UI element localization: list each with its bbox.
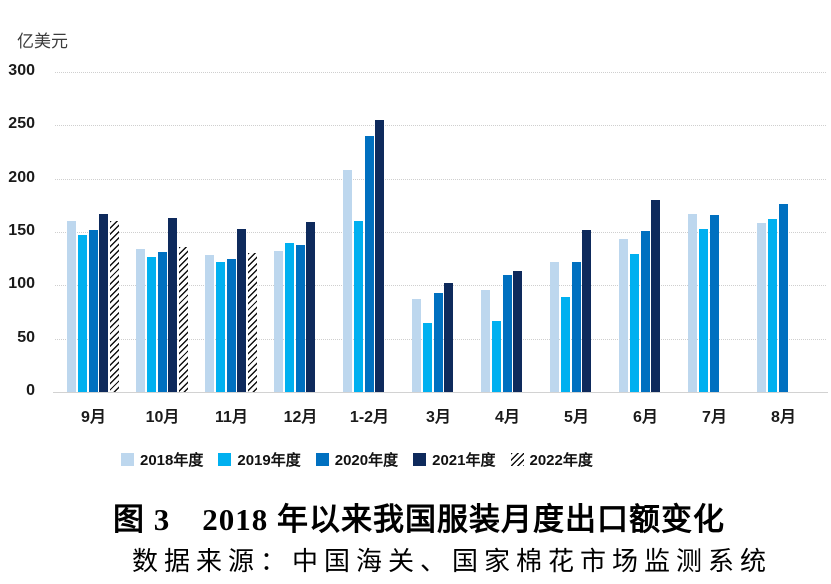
legend-label-2022年度: 2022年度 — [529, 452, 593, 469]
bar-3月-2019年度 — [423, 323, 432, 392]
bar-1-2月-2019年度 — [354, 221, 363, 392]
bar-9月-2019年度 — [78, 235, 87, 392]
bar-10月-2019年度 — [147, 257, 156, 392]
legend-swatch-2020年度 — [315, 453, 329, 466]
gridline-150 — [55, 232, 826, 233]
bar-11月-2018年度 — [205, 255, 214, 392]
legend-label-2018年度: 2018年度 — [140, 452, 204, 469]
legend-label-2019年度: 2019年度 — [237, 452, 301, 469]
bar-9月-2021年度 — [99, 214, 108, 392]
bar-8月-2019年度 — [768, 219, 777, 392]
legend-item-2020年度: 2020年度 — [315, 449, 399, 470]
bar-3月-2021年度 — [444, 283, 453, 392]
bar-9月-2018年度 — [67, 221, 76, 392]
legend-swatch-2022年度 — [510, 453, 524, 466]
x-tick-label-10月: 10月 — [145, 409, 180, 426]
y-tick-label-100: 100 — [8, 275, 35, 293]
legend-swatch-2019年度 — [218, 453, 232, 466]
bar-10月-2022年度 — [179, 247, 188, 392]
legend-item-2019年度: 2019年度 — [218, 449, 301, 470]
x-tick-label-12月: 12月 — [283, 409, 318, 426]
bar-7月-2018年度 — [688, 214, 697, 392]
x-tick-label-4月: 4月 — [495, 409, 520, 426]
bar-11月-2020年度 — [227, 259, 236, 392]
legend-item-2021年度: 2021年度 — [413, 449, 496, 470]
x-axis-labels: 9月 10月 11月 12月 1-2月 3月 4月 5月 6月 7月 8月 — [55, 403, 826, 426]
y-axis-unit-label: 亿美元 — [17, 32, 68, 51]
bar-12月-2021年度 — [306, 222, 315, 392]
plot-area: 0 50 100 150 200 250 300 — [8, 62, 828, 399]
gridline-100 — [55, 285, 826, 287]
x-tick-label-8月: 8月 — [771, 409, 796, 426]
y-tick-label-150: 150 — [8, 222, 35, 239]
y-tick-label-300: 300 — [8, 62, 35, 79]
bar-8月-2018年度 — [757, 223, 766, 392]
bar-7月-2020年度 — [710, 215, 719, 392]
bar-6月-2020年度 — [641, 231, 650, 392]
bar-4月-2018年度 — [481, 290, 490, 392]
bar-5月-2019年度 — [561, 297, 570, 392]
bar-5月-2018年度 — [550, 262, 559, 392]
x-tick-label-11月: 11月 — [215, 409, 248, 426]
y-tick-label-250: 250 — [8, 115, 35, 133]
bar-3月-2020年度 — [434, 293, 443, 392]
y-tick-label-200: 200 — [8, 168, 35, 186]
legend-swatch-2018年度 — [121, 453, 134, 466]
figure-title: 图 3 2018 年以来我国服装月度出口额变化 — [113, 502, 725, 537]
bar-3月-2018年度 — [412, 299, 421, 392]
bar-6月-2021年度 — [651, 200, 660, 392]
bar-4月-2021年度 — [513, 271, 522, 392]
bar-9月-2020年度 — [89, 230, 98, 392]
legend-label-2021年度: 2021年度 — [432, 452, 496, 469]
bar-1-2月-2020年度 — [365, 136, 374, 392]
bar-9月-2022年度 — [110, 221, 119, 392]
x-tick-label-5月: 5月 — [564, 409, 589, 426]
bar-11月-2022年度 — [248, 253, 257, 392]
bar-8月-2020年度 — [779, 204, 788, 392]
bar-6月-2019年度 — [630, 254, 639, 392]
bar-11月-2019年度 — [216, 262, 225, 392]
y-tick-label-0: 0 — [26, 382, 35, 399]
legend-swatch-2021年度 — [413, 453, 427, 466]
legend-item-2022年度: 2022年度 — [510, 449, 593, 470]
bar-10月-2021年度 — [168, 218, 177, 392]
y-tick-label-50: 50 — [17, 328, 35, 346]
bar-1-2月-2021年度 — [375, 120, 384, 392]
bar-6月-2018年度 — [619, 239, 628, 392]
bar-7月-2019年度 — [699, 229, 708, 392]
bar-1-2月-2018年度 — [343, 170, 352, 392]
bar-4月-2020年度 — [503, 275, 512, 392]
bar-10月-2020年度 — [158, 252, 167, 392]
x-axis-baseline — [53, 392, 828, 393]
bar-12月-2019年度 — [285, 243, 294, 392]
x-tick-label-3月: 3月 — [426, 409, 451, 426]
chart-legend: 2018年度 2019年度 2020年度 2021年度 2022年度 — [121, 449, 593, 470]
bar-12月-2018年度 — [274, 251, 283, 392]
bar-12月-2020年度 — [296, 245, 305, 392]
bar-5月-2021年度 — [582, 230, 591, 392]
x-tick-label-6月: 6月 — [633, 409, 658, 426]
x-tick-label-9月: 9月 — [81, 409, 106, 426]
bar-5月-2020年度 — [572, 262, 581, 392]
gridline-250 — [55, 125, 826, 127]
gridline-200 — [55, 178, 826, 180]
figure-source: 数据来源：中国海关、国家棉花市场监测系统 — [132, 547, 773, 576]
x-tick-label-7月: 7月 — [702, 409, 727, 426]
legend-item-2018年度: 2018年度 — [121, 449, 203, 470]
legend-label-2020年度: 2020年度 — [334, 452, 399, 469]
bar-11月-2021年度 — [237, 229, 246, 392]
x-tick-label-1-2月: 1-2月 — [349, 409, 390, 426]
bar-4月-2019年度 — [492, 321, 501, 392]
bar-10月-2018年度 — [136, 249, 145, 392]
gridline-300 — [55, 72, 826, 73]
